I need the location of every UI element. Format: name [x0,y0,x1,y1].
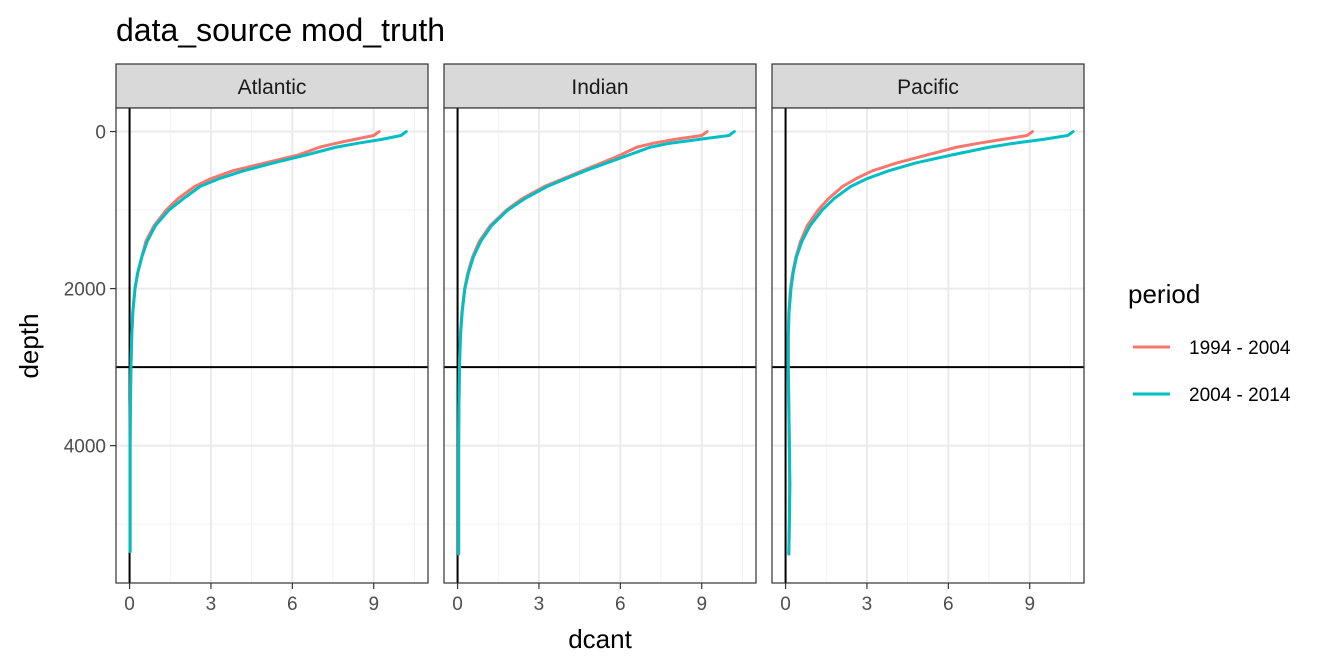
strip-label: Atlantic [238,76,307,99]
facet-panels: Atlantic 0 3 6 9 Indian 0 3 6 9 Pacific 0 3 6 9 [115,63,1085,615]
panel-pacific: Pacific 0 3 6 9 [771,63,1085,615]
strip-label: Indian [571,76,628,99]
legend: period 1994 - 2004 2004 - 2014 [1128,279,1291,406]
chart-title: data_source mod_truth [116,12,445,48]
strip-label: Pacific [897,76,959,99]
legend-label: 1994 - 2004 [1189,338,1291,359]
strip-background [443,63,757,109]
x-tick-label: 6 [943,594,954,615]
y-tick-label: 4000 [64,437,106,458]
y-axis: 0 2000 4000 [64,123,116,458]
x-tick-label: 3 [862,594,873,615]
legend-entry: 2004 - 2014 [1133,385,1291,406]
panel-background [116,108,428,583]
panel-atlantic: Atlantic 0 3 6 9 [115,63,429,615]
legend-entry: 1994 - 2004 [1133,338,1291,359]
x-tick-label: 0 [452,594,463,615]
x-tick-label: 9 [696,594,707,615]
series-line-2004-2014 [128,130,408,554]
legend-title: period [1128,279,1200,309]
x-tick-label: 6 [287,594,298,615]
x-tick-label: 0 [780,594,791,615]
y-tick-label: 0 [95,123,106,144]
series-line-2004-2014 [786,130,1075,556]
panel-border [771,107,1085,584]
panel-indian: Indian 0 3 6 9 [443,63,757,615]
x-tick-label: 3 [206,594,217,615]
x-tick-label: 3 [534,594,545,615]
y-axis-title: depth [14,313,44,378]
panel-background [444,108,756,583]
legend-label: 2004 - 2014 [1189,385,1291,406]
series-line-2004-2014 [457,130,736,556]
y-tick-label: 2000 [64,280,106,301]
x-tick-label: 9 [1024,594,1035,615]
x-tick-label: 9 [368,594,379,615]
x-tick-label: 0 [124,594,135,615]
panel-border [443,107,757,584]
x-axis-title: dcant [568,624,632,654]
panel-background [772,108,1084,583]
strip-background [771,63,1085,109]
panel-border [115,107,429,584]
x-tick-label: 6 [615,594,626,615]
strip-background [115,63,429,109]
